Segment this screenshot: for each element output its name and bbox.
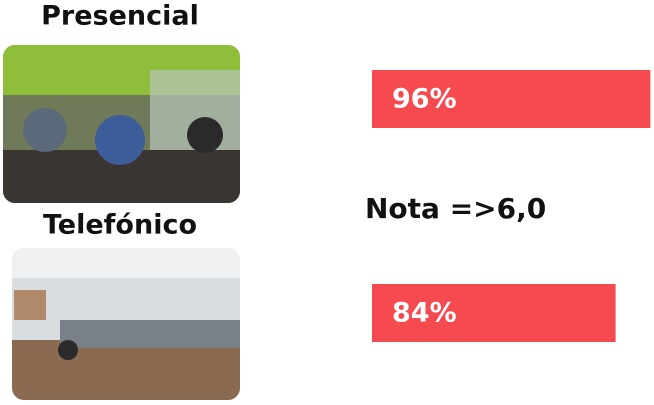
photo-telefonico [12,248,240,400]
annotation: Nota =>6,0 [365,192,546,225]
value-label: 84% [392,298,457,329]
category-label: Telefónico [43,210,197,241]
chart: Presencial Telefónico Nota =>6,0 96% 84% [0,0,654,405]
category-label: Presencial [41,1,199,32]
value-label: 96% [392,84,457,115]
photo-presencial [3,45,240,203]
